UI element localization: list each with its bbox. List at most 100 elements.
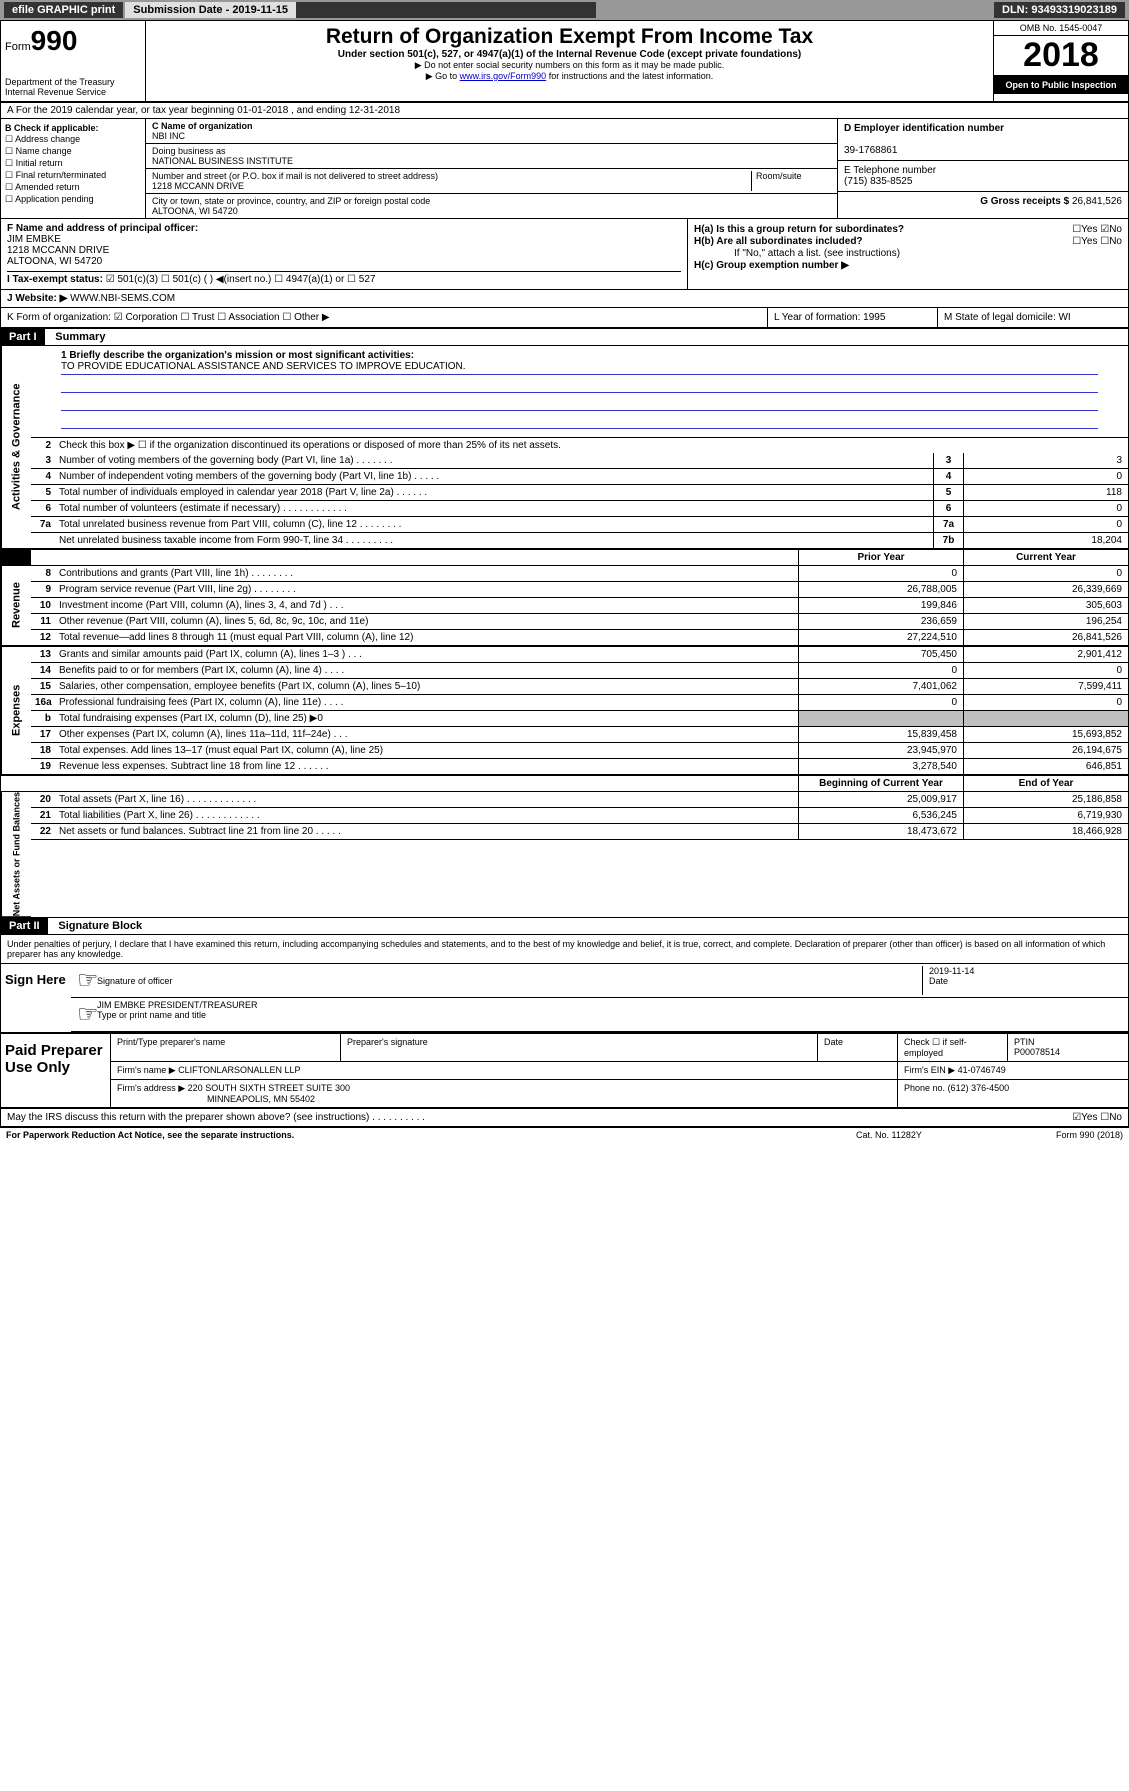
omb-no: OMB No. 1545-0047 xyxy=(994,21,1128,36)
efile-btn[interactable]: efile GRAPHIC print xyxy=(4,2,123,18)
q2-discontinued[interactable]: Check this box ▶ ☐ if the organization d… xyxy=(55,438,1128,453)
street-addr: 1218 MCCANN DRIVE xyxy=(152,181,244,191)
note2-post: for instructions and the latest informat… xyxy=(546,71,713,81)
phone-lbl: Phone no. xyxy=(904,1083,945,1093)
row-k-form[interactable]: K Form of organization: ☑ Corporation ☐ … xyxy=(1,308,768,327)
summary-row: 5Total number of individuals employed in… xyxy=(31,485,1128,501)
org-name: NBI INC xyxy=(152,131,185,141)
name-lbl: C Name of organization xyxy=(152,121,253,131)
row-l-year: L Year of formation: 1995 xyxy=(768,308,938,327)
tab-revenue: Revenue xyxy=(1,566,31,646)
footer-left: For Paperwork Reduction Act Notice, see … xyxy=(6,1130,856,1140)
col-c-org: C Name of organizationNBI INC Doing busi… xyxy=(146,119,838,218)
sign-here-lbl: Sign Here xyxy=(1,964,71,1032)
tel-lbl: E Telephone number xyxy=(844,165,936,176)
perjury-declaration: Under penalties of perjury, I declare th… xyxy=(1,935,1128,963)
net-year-header: Beginning of Current Year End of Year xyxy=(1,775,1128,792)
chk-pending[interactable]: ☐ Application pending xyxy=(5,194,141,205)
h-a-ans[interactable]: ☐Yes ☑No xyxy=(1072,224,1122,235)
firm-addr2: MINNEAPOLIS, MN 55402 xyxy=(117,1094,315,1104)
part2-label: Signature Block xyxy=(50,918,150,934)
note-link: ▶ Go to www.irs.gov/Form990 for instruct… xyxy=(150,71,989,82)
summary-row: 16aProfessional fundraising fees (Part I… xyxy=(31,695,1128,711)
h-b-ans[interactable]: ☐Yes ☐No xyxy=(1072,236,1122,247)
tax-status-opts[interactable]: ☑ 501(c)(3) ☐ 501(c) ( ) ◀(insert no.) ☐… xyxy=(106,274,376,285)
row-m-state: M State of legal domicile: WI xyxy=(938,308,1128,327)
summary-row: 12Total revenue—add lines 8 through 11 (… xyxy=(31,630,1128,646)
form-header: Form990 Department of the Treasury Inter… xyxy=(1,21,1128,103)
row-j-website: J Website: ▶ WWW.NBI-SEMS.COM xyxy=(1,290,1128,308)
rev-rows: 8Contributions and grants (Part VIII, li… xyxy=(31,566,1128,646)
firm-ein-lbl: Firm's EIN ▶ xyxy=(904,1065,955,1075)
gross-lbl: G Gross receipts $ xyxy=(980,196,1069,207)
net-rows: 20Total assets (Part X, line 16) . . . .… xyxy=(31,792,1128,917)
dba-lbl: Doing business as xyxy=(152,146,226,156)
prep-h1: Print/Type preparer's name xyxy=(111,1034,341,1061)
col-d-right: D Employer identification number 39-17688… xyxy=(838,119,1128,218)
summary-row: 21Total liabilities (Part X, line 26) . … xyxy=(31,808,1128,824)
firm-name: CLIFTONLARSONALLEN LLP xyxy=(178,1065,300,1075)
col-cd: C Name of organizationNBI INC Doing busi… xyxy=(146,119,1128,218)
tax-status-lbl: I Tax-exempt status: xyxy=(7,274,103,285)
summary-row: 11Other revenue (Part VIII, column (A), … xyxy=(31,614,1128,630)
form-number: 990 xyxy=(31,25,78,56)
summary-row: 8Contributions and grants (Part VIII, li… xyxy=(31,566,1128,582)
section-bcd: B Check if applicable: ☐ Address change … xyxy=(1,119,1128,219)
summary-row: 14Benefits paid to or for members (Part … xyxy=(31,663,1128,679)
dept-treasury: Department of the Treasury Internal Reve… xyxy=(5,77,141,97)
h-b-note: If "No," attach a list. (see instruction… xyxy=(694,248,1122,259)
phone-val: (612) 376-4500 xyxy=(948,1083,1010,1093)
blank-line xyxy=(61,379,1098,393)
dln: DLN: 93493319023189 xyxy=(994,2,1125,18)
note-ssn: ▶ Do not enter social security numbers o… xyxy=(150,60,989,71)
prior-year-hdr: Prior Year xyxy=(798,550,963,565)
top-bar: efile GRAPHIC print Submission Date - 20… xyxy=(0,0,1129,20)
header-left: Form990 Department of the Treasury Inter… xyxy=(1,21,146,101)
preparer-lbl: Paid Preparer Use Only xyxy=(1,1034,111,1107)
h-b: H(b) Are all subordinates included? xyxy=(694,236,863,247)
sig-name-lbl: Type or print name and title xyxy=(97,1010,206,1020)
summary-row: 17Other expenses (Part IX, column (A), l… xyxy=(31,727,1128,743)
footer-form: Form 990 (2018) xyxy=(1056,1130,1123,1140)
col-f-officer: F Name and address of principal officer:… xyxy=(1,219,688,289)
blank-line xyxy=(61,415,1098,429)
ein-lbl: D Employer identification number xyxy=(844,123,1004,134)
sign-here-block: Sign Here ☞Signature of officer2019-11-1… xyxy=(1,963,1128,1032)
header-mid: Return of Organization Exempt From Incom… xyxy=(146,21,993,101)
city-val: ALTOONA, WI 54720 xyxy=(152,206,238,216)
chk-address[interactable]: ☐ Address change xyxy=(5,134,141,145)
irs-link[interactable]: www.irs.gov/Form990 xyxy=(460,71,547,81)
summary-row: 4Number of independent voting members of… xyxy=(31,469,1128,485)
prep-h4[interactable]: Check ☐ if self-employed xyxy=(898,1034,1008,1061)
chk-amended[interactable]: ☐ Amended return xyxy=(5,182,141,193)
officer-lbl: F Name and address of principal officer: xyxy=(7,223,198,234)
tel-val: (715) 835-8525 xyxy=(844,176,912,187)
summary-row: 13Grants and similar amounts paid (Part … xyxy=(31,647,1128,663)
summary-row: 20Total assets (Part X, line 16) . . . .… xyxy=(31,792,1128,808)
summary-row: 10Investment income (Part VIII, column (… xyxy=(31,598,1128,614)
chk-final[interactable]: ☐ Final return/terminated xyxy=(5,170,141,181)
firm-addr-lbl: Firm's address ▶ xyxy=(117,1083,185,1093)
eoy-hdr: End of Year xyxy=(963,776,1128,791)
header-right: OMB No. 1545-0047 2018 Open to Public In… xyxy=(993,21,1128,101)
row-a-period: A For the 2019 calendar year, or tax yea… xyxy=(1,103,1128,119)
discuss-ans[interactable]: ☑Yes ☐No xyxy=(1072,1112,1122,1123)
discuss-row: May the IRS discuss this return with the… xyxy=(1,1109,1128,1127)
summary-row: 7aTotal unrelated business revenue from … xyxy=(31,517,1128,533)
room-lbl: Room/suite xyxy=(751,171,831,191)
summary-row: bTotal fundraising expenses (Part IX, co… xyxy=(31,711,1128,727)
section-fh: F Name and address of principal officer:… xyxy=(1,219,1128,290)
form-990: Form990 Department of the Treasury Inter… xyxy=(0,20,1129,1128)
ein-val: 39-1768861 xyxy=(844,145,897,156)
website-val: WWW.NBI-SEMS.COM xyxy=(70,293,175,304)
chk-name[interactable]: ☐ Name change xyxy=(5,146,141,157)
part2-hdr: Part II xyxy=(1,918,48,934)
chk-initial[interactable]: ☐ Initial return xyxy=(5,158,141,169)
tab-governance: Activities & Governance xyxy=(1,346,31,549)
mission-text: TO PROVIDE EDUCATIONAL ASSISTANCE AND SE… xyxy=(61,361,1098,375)
h-c: H(c) Group exemption number ▶ xyxy=(694,260,849,271)
summary-row: 3Number of voting members of the governi… xyxy=(31,453,1128,469)
summary-row: 6Total number of volunteers (estimate if… xyxy=(31,501,1128,517)
website-lbl: J Website: ▶ xyxy=(7,293,67,304)
mission-area: 1 Briefly describe the organization's mi… xyxy=(31,346,1128,438)
